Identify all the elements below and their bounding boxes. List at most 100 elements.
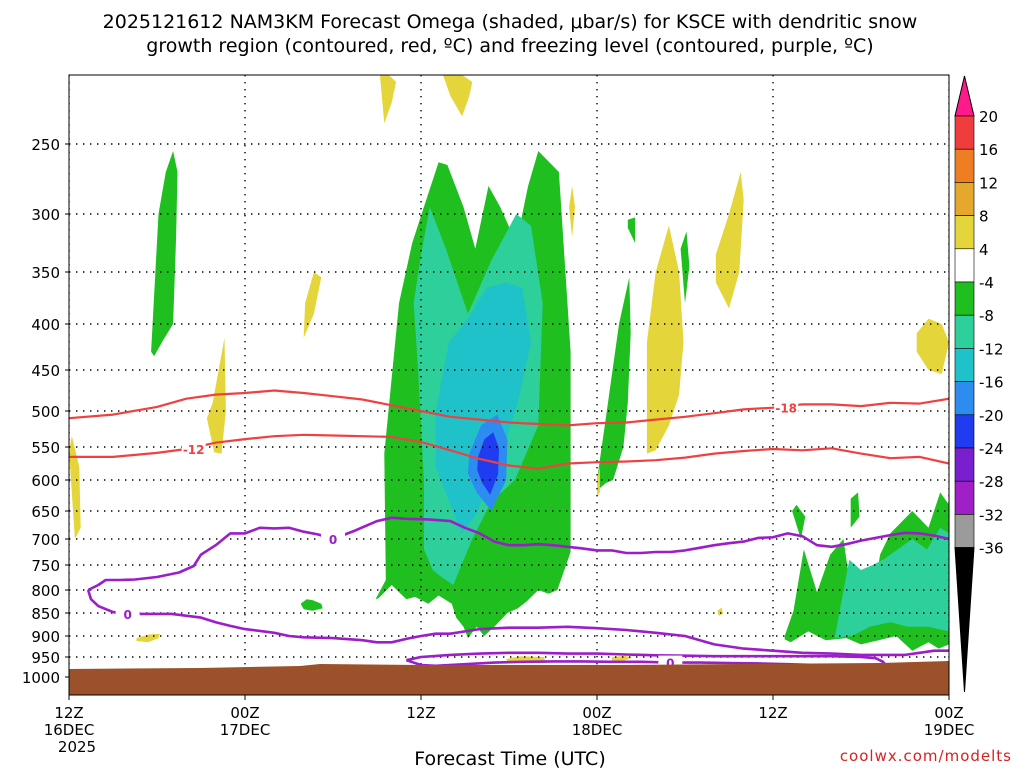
x-tick-label: 00Z [582, 704, 611, 722]
colorbar-label: -24 [979, 440, 1004, 458]
y-tick-label: 250 [31, 136, 60, 154]
colorbar-label: -28 [979, 473, 1004, 491]
y-tick-label: 650 [31, 503, 60, 521]
colorbar-top-arrow [954, 75, 975, 117]
colorbar-label: -16 [979, 374, 1004, 392]
colorbar-label: 20 [979, 108, 998, 126]
y-tick-label: 600 [31, 472, 60, 490]
x-tick-label: 12Z [54, 704, 83, 722]
omega-shaded-region [477, 432, 499, 495]
x-axis-label: Forecast Time (UTC) [414, 748, 605, 768]
colorbar-band [954, 281, 975, 316]
contour-label: 0 [123, 608, 131, 622]
omega-shaded-region [916, 318, 949, 375]
x-tick-label: 18DEC [572, 721, 623, 739]
y-tick-label: 400 [31, 316, 60, 334]
colorbar-band [954, 314, 975, 349]
colorbar-band [954, 182, 975, 216]
watermark: coolwx.com/modelts [840, 747, 1012, 765]
colorbar-label: -36 [979, 540, 1004, 558]
omega-shaded-region [646, 225, 684, 454]
y-tick-label: 700 [31, 531, 60, 549]
plot-area: -18 -12 0 0 0 [69, 75, 949, 695]
colorbar: 20 16 12 8 4 -4 -8 -12 -16 -20 -24 -28 -32 -36 [954, 75, 1004, 693]
x-tick-label: 17DEC [220, 721, 271, 739]
omega-shaded-region [435, 282, 531, 534]
omega-shaded-region [850, 492, 860, 528]
omega-shaded-region [303, 272, 322, 338]
omega-shaded-region [151, 151, 178, 357]
temperature-contour [69, 389, 949, 427]
contour-label-bg [321, 532, 345, 546]
y-tick-label: 300 [31, 206, 60, 224]
omega-shaded-region [715, 172, 744, 309]
y-tick-label: 950 [31, 649, 60, 667]
contour-label-bg [115, 606, 140, 621]
y-axis: 250 300 350 400 450 500 550 600 650 700 750 800 850 9… [22, 136, 69, 687]
omega-shaded-region [717, 607, 724, 616]
chart-title-line2: growth region (contoured, red, ºC) and f… [146, 35, 873, 57]
colorbar-band [954, 248, 975, 283]
freezing-level-contour [87, 516, 949, 592]
colorbar-band [954, 148, 975, 183]
ground-surface [69, 661, 949, 695]
omega-shaded-region [69, 436, 81, 539]
omega-shaded-region [206, 337, 226, 454]
omega-shaded-region [379, 75, 397, 124]
colorbar-band [954, 381, 975, 416]
omega-shaded-region [792, 504, 806, 539]
x-tick-label: 19DEC [924, 721, 975, 739]
omega-shaded-region [569, 186, 575, 238]
omega-shaded-region [597, 466, 600, 498]
contour-label-bg [181, 441, 206, 456]
y-tick-label: 750 [31, 557, 60, 575]
omega-shaded-region [834, 527, 949, 639]
omega-shaded-region [443, 75, 473, 117]
y-tick-label: 500 [31, 403, 60, 421]
colorbar-label: 8 [979, 208, 989, 226]
y-tick-label: 900 [31, 628, 60, 646]
omega-shaded-region [627, 217, 636, 243]
colorbar-band [954, 348, 975, 382]
y-tick-label: 550 [31, 439, 60, 457]
x-tick-label: 2025 [58, 738, 96, 756]
omega-shaded-region [680, 231, 690, 304]
colorbar-band [954, 414, 975, 449]
omega-shaded-region [300, 599, 323, 611]
y-tick-label: 350 [31, 264, 60, 282]
contour-label: 0 [329, 533, 337, 547]
colorbar-label: -12 [979, 340, 1004, 358]
colorbar-label: 16 [979, 141, 998, 159]
contour-label: -18 [775, 402, 797, 416]
chart-title-line1: 2025121612 NAM3KM Forecast Omega (shaded… [103, 11, 918, 33]
omega-shaded-region [611, 655, 633, 662]
colorbar-band [954, 514, 975, 548]
colorbar-label: 12 [979, 174, 998, 192]
x-tick-label: 00Z [230, 704, 259, 722]
colorbar-band [954, 215, 975, 250]
x-tick-label: 00Z [934, 704, 963, 722]
colorbar-label: -8 [979, 307, 994, 325]
y-tick-label: 1000 [22, 669, 60, 687]
colorbar-label: 4 [979, 241, 989, 259]
y-tick-label: 850 [31, 605, 60, 623]
y-tick-label: 800 [31, 582, 60, 600]
x-tick-label: 12Z [406, 704, 435, 722]
colorbar-band [954, 480, 975, 515]
x-tick-label: 16DEC [44, 721, 95, 739]
plot-frame [68, 74, 950, 696]
contour-label: 0 [666, 657, 674, 671]
contour-label: -12 [183, 443, 205, 457]
freezing-level-contour [86, 589, 949, 657]
colorbar-band [954, 447, 975, 482]
x-tick-label: 12Z [758, 704, 787, 722]
colorbar-label: -4 [979, 274, 994, 292]
omega-shaded-region [597, 277, 631, 490]
colorbar-band [954, 115, 975, 150]
colorbar-label: -32 [979, 506, 1004, 524]
y-tick-label: 450 [31, 362, 60, 380]
colorbar-bottom-arrow [954, 547, 975, 693]
colorbar-label: -20 [979, 407, 1004, 425]
